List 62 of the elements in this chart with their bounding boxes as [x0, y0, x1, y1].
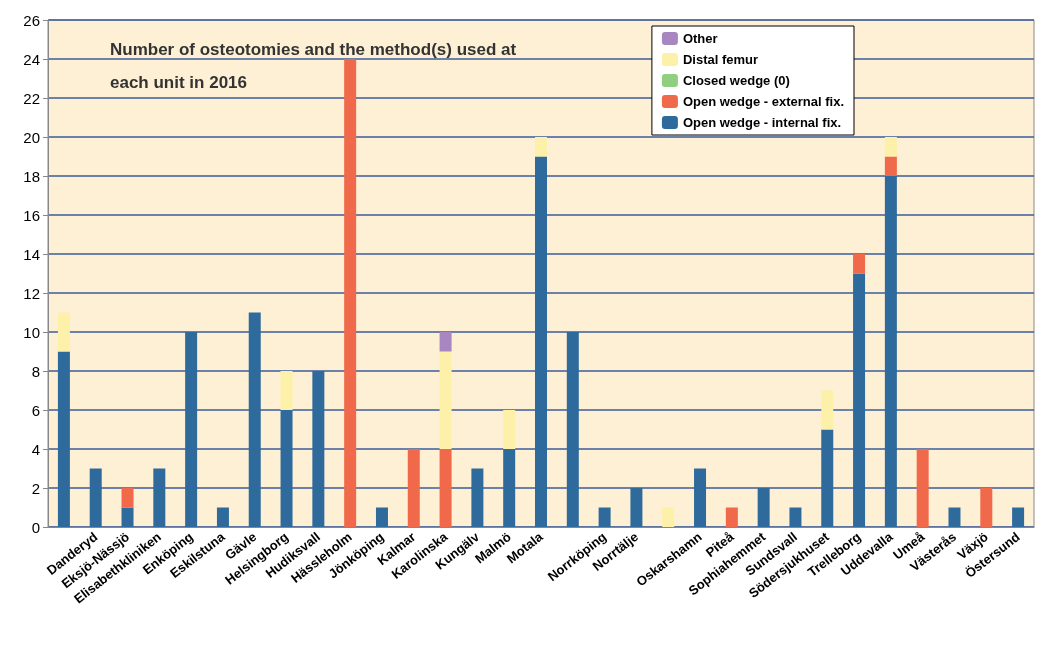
- bar: [216, 507, 229, 527]
- bar: [503, 449, 516, 527]
- bar: [344, 59, 357, 527]
- bar: [121, 507, 134, 527]
- y-tick-label: 14: [23, 245, 40, 263]
- y-tick-label: 6: [31, 401, 40, 419]
- bar: [821, 429, 834, 527]
- bar: [757, 488, 770, 527]
- bar: [566, 332, 579, 527]
- bar: [725, 507, 738, 527]
- bar: [948, 507, 961, 527]
- bar: [694, 468, 707, 527]
- bar: [121, 488, 134, 508]
- bar: [598, 507, 611, 527]
- legend-label: Distal femur: [682, 52, 759, 67]
- bar: [439, 351, 452, 449]
- y-tick-label: 4: [31, 440, 40, 458]
- legend-label: Open wedge - external fix.: [682, 94, 845, 109]
- bar: [439, 332, 452, 352]
- y-tick-label: 22: [23, 89, 40, 107]
- bar: [185, 332, 198, 527]
- bar: [884, 137, 897, 157]
- bar: [280, 410, 293, 527]
- bar: [57, 312, 70, 352]
- bar: [471, 468, 484, 527]
- bar: [407, 449, 420, 527]
- legend-label: Other: [682, 31, 718, 46]
- y-tick-label: 26: [23, 11, 40, 29]
- y-tick-label: 10: [23, 323, 40, 341]
- text: Number of osteotomies and the method(s) used at each unit in 2016: [110, 40, 521, 92]
- y-tick-label: 18: [23, 167, 40, 185]
- bar: [248, 312, 261, 527]
- bar: [89, 468, 102, 527]
- bar: [789, 507, 802, 527]
- bar: [1012, 507, 1025, 527]
- bar: [535, 156, 547, 527]
- bar: [630, 488, 643, 527]
- bar: [535, 137, 547, 157]
- bar: [312, 371, 325, 527]
- bar: [153, 468, 166, 527]
- y-tick-label: 20: [23, 128, 40, 146]
- y-tick-label: 8: [31, 362, 40, 380]
- y-tick-label: 0: [31, 518, 40, 536]
- bar: [884, 176, 897, 527]
- y-tick-label: 16: [23, 206, 40, 224]
- bar: [662, 507, 675, 527]
- bar: [503, 410, 516, 449]
- bar: [916, 449, 929, 527]
- bar: [821, 390, 834, 430]
- bar: [375, 507, 388, 527]
- bar: [980, 488, 993, 527]
- bar: [57, 351, 70, 527]
- y-tick-label: 2: [31, 479, 40, 497]
- legend-label: Open wedge - internal fix.: [682, 115, 842, 130]
- y-tick-label: 24: [23, 50, 40, 68]
- bar: [853, 254, 866, 274]
- legend-label: Closed wedge (0): [682, 73, 790, 88]
- bar: [280, 371, 293, 410]
- bar: [439, 449, 452, 527]
- bar: [853, 273, 866, 527]
- y-tick-label: 12: [23, 284, 40, 302]
- bar: [884, 156, 897, 176]
